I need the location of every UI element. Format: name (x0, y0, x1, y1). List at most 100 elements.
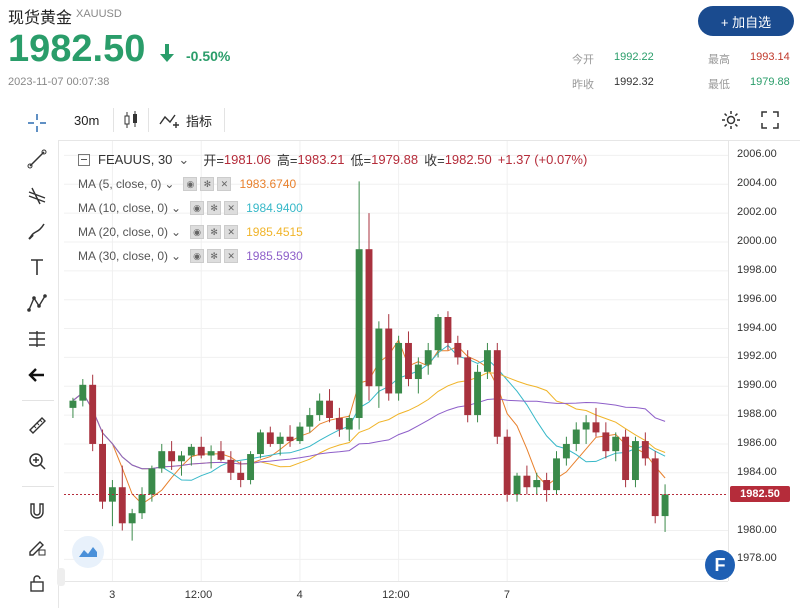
collapse-icon[interactable] (78, 153, 90, 166)
candle-body (286, 436, 294, 442)
chevron-down-icon[interactable]: ⌄ (164, 177, 175, 191)
down-arrow-icon (160, 44, 174, 62)
eye-icon[interactable]: ◉ (183, 177, 198, 191)
gear-icon[interactable]: ✻ (207, 201, 222, 215)
fullscreen-icon[interactable] (760, 100, 780, 140)
ohlc-legend: FEAUUS, 30 ⌄ 开= 1981.06 高= 1983.21 低= 1979.… (78, 150, 593, 169)
gear-icon[interactable]: ✻ (207, 249, 222, 263)
candle-body (602, 432, 610, 452)
tv-logo-icon[interactable] (72, 536, 104, 568)
eye-icon[interactable]: ◉ (190, 225, 205, 239)
arrow-left-icon[interactable] (24, 362, 50, 388)
price-axis[interactable]: 2006.00 2004.00 2002.00 2000.00 1998.00 1996.… (728, 141, 800, 581)
close-icon[interactable]: ✕ (224, 249, 239, 263)
last-price-label: 1982.50 (730, 486, 790, 503)
brush-icon[interactable] (24, 218, 50, 244)
scroll-handle[interactable] (57, 568, 65, 586)
legend-low-label: 低= (350, 153, 372, 168)
ma5-legend[interactable]: MA (5, close, 0) ⌄ ◉ ✻ ✕ 1983.6740 (78, 175, 296, 193)
indicator-button[interactable]: 指标 (158, 100, 212, 140)
crosshair-icon[interactable] (24, 110, 50, 136)
price-tick: 1990.00 (737, 379, 777, 392)
candle-body (89, 384, 97, 444)
measure-icon[interactable] (24, 326, 50, 352)
candle-body (79, 384, 87, 401)
high-value: 1993.14 (750, 51, 790, 63)
candle-body (622, 436, 630, 481)
ma5-label: MA (5, close, 0) (78, 177, 162, 191)
price-tick: 1986.00 (737, 436, 777, 449)
chevron-down-icon[interactable]: ⌄ (178, 151, 190, 167)
open-label: 今开 (572, 54, 594, 66)
line-icon[interactable] (24, 146, 50, 172)
zoom-in-icon[interactable] (24, 448, 50, 474)
candle-body (493, 350, 501, 437)
high-label: 最高 (708, 54, 730, 66)
candle-body (395, 342, 403, 394)
candle-body (69, 400, 77, 408)
price-tick: 1978.00 (737, 552, 777, 565)
gear-icon[interactable]: ✻ (207, 225, 222, 239)
low-value: 1979.88 (750, 76, 790, 88)
candle-body (217, 451, 225, 460)
interval-selector[interactable]: 30m (74, 112, 100, 128)
candle-body (355, 249, 363, 418)
legend-close: 1982.50 (444, 152, 492, 167)
price-tick: 2000.00 (737, 234, 777, 247)
ma10-legend[interactable]: MA (10, close, 0) ⌄ ◉ ✻ ✕ 1984.9400 (78, 199, 303, 217)
chevron-down-icon[interactable]: ⌄ (171, 249, 182, 263)
candle-body (651, 458, 659, 517)
eye-icon[interactable]: ◉ (190, 249, 205, 263)
candle-body (227, 459, 235, 473)
current-price: 1982.50 (8, 28, 146, 70)
candle-body (523, 475, 531, 488)
candle-body (296, 426, 304, 442)
legend-high-label: 高= (276, 153, 298, 168)
settings-icon[interactable] (720, 100, 742, 140)
chevron-down-icon[interactable]: ⌄ (171, 201, 182, 215)
candle-body (414, 364, 422, 380)
chevron-down-icon[interactable]: ⌄ (171, 225, 182, 239)
ruler-icon[interactable] (24, 412, 50, 438)
ma30-legend[interactable]: MA (30, close, 0) ⌄ ◉ ✻ ✕ 1985.5930 (78, 247, 303, 265)
candle-body (543, 480, 551, 491)
open-value: 1992.22 (614, 51, 654, 63)
candle-type-icon[interactable] (122, 100, 140, 140)
candle-body (582, 422, 590, 430)
ma10-label: MA (10, close, 0) (78, 201, 169, 215)
drawing-toolbar (18, 100, 59, 608)
time-axis[interactable]: 3 12:00 4 12:00 7 (64, 581, 728, 609)
legend-open-label: 开= (203, 153, 224, 168)
text-icon[interactable] (24, 254, 50, 280)
close-icon[interactable]: ✕ (217, 177, 232, 191)
close-icon[interactable]: ✕ (224, 201, 239, 215)
candle-body (247, 454, 255, 481)
legend-close-label: 收= (424, 153, 445, 168)
legend-low: 1979.88 (371, 152, 419, 167)
lock-icon[interactable] (24, 570, 50, 596)
candle-body (128, 513, 136, 524)
candle-body (138, 494, 146, 514)
magnet-icon[interactable] (24, 498, 50, 524)
candle-body (306, 415, 314, 427)
candle-body (168, 451, 176, 462)
gear-icon[interactable]: ✻ (200, 177, 215, 191)
candle-body (424, 350, 432, 365)
price-tick: 1998.00 (737, 263, 777, 276)
candle-body (99, 443, 106, 502)
candle-body (592, 422, 600, 433)
add-watchlist-button[interactable]: + 加自选 (698, 6, 794, 36)
brand-logo-icon: F (705, 550, 735, 580)
ma20-legend[interactable]: MA (20, close, 0) ⌄ ◉ ✻ ✕ 1985.4515 (78, 223, 303, 241)
candle-body (553, 458, 560, 491)
candle-body (641, 441, 649, 459)
candle-body (375, 328, 383, 387)
lock-pencil-icon[interactable] (24, 534, 50, 560)
candlestick-chart[interactable] (64, 141, 728, 581)
candle-body (118, 487, 126, 524)
eye-icon[interactable]: ◉ (190, 201, 205, 215)
close-icon[interactable]: ✕ (224, 225, 239, 239)
fib-icon[interactable] (24, 182, 50, 208)
ma5-value: 1983.6740 (239, 177, 297, 191)
pattern-icon[interactable] (24, 290, 50, 316)
